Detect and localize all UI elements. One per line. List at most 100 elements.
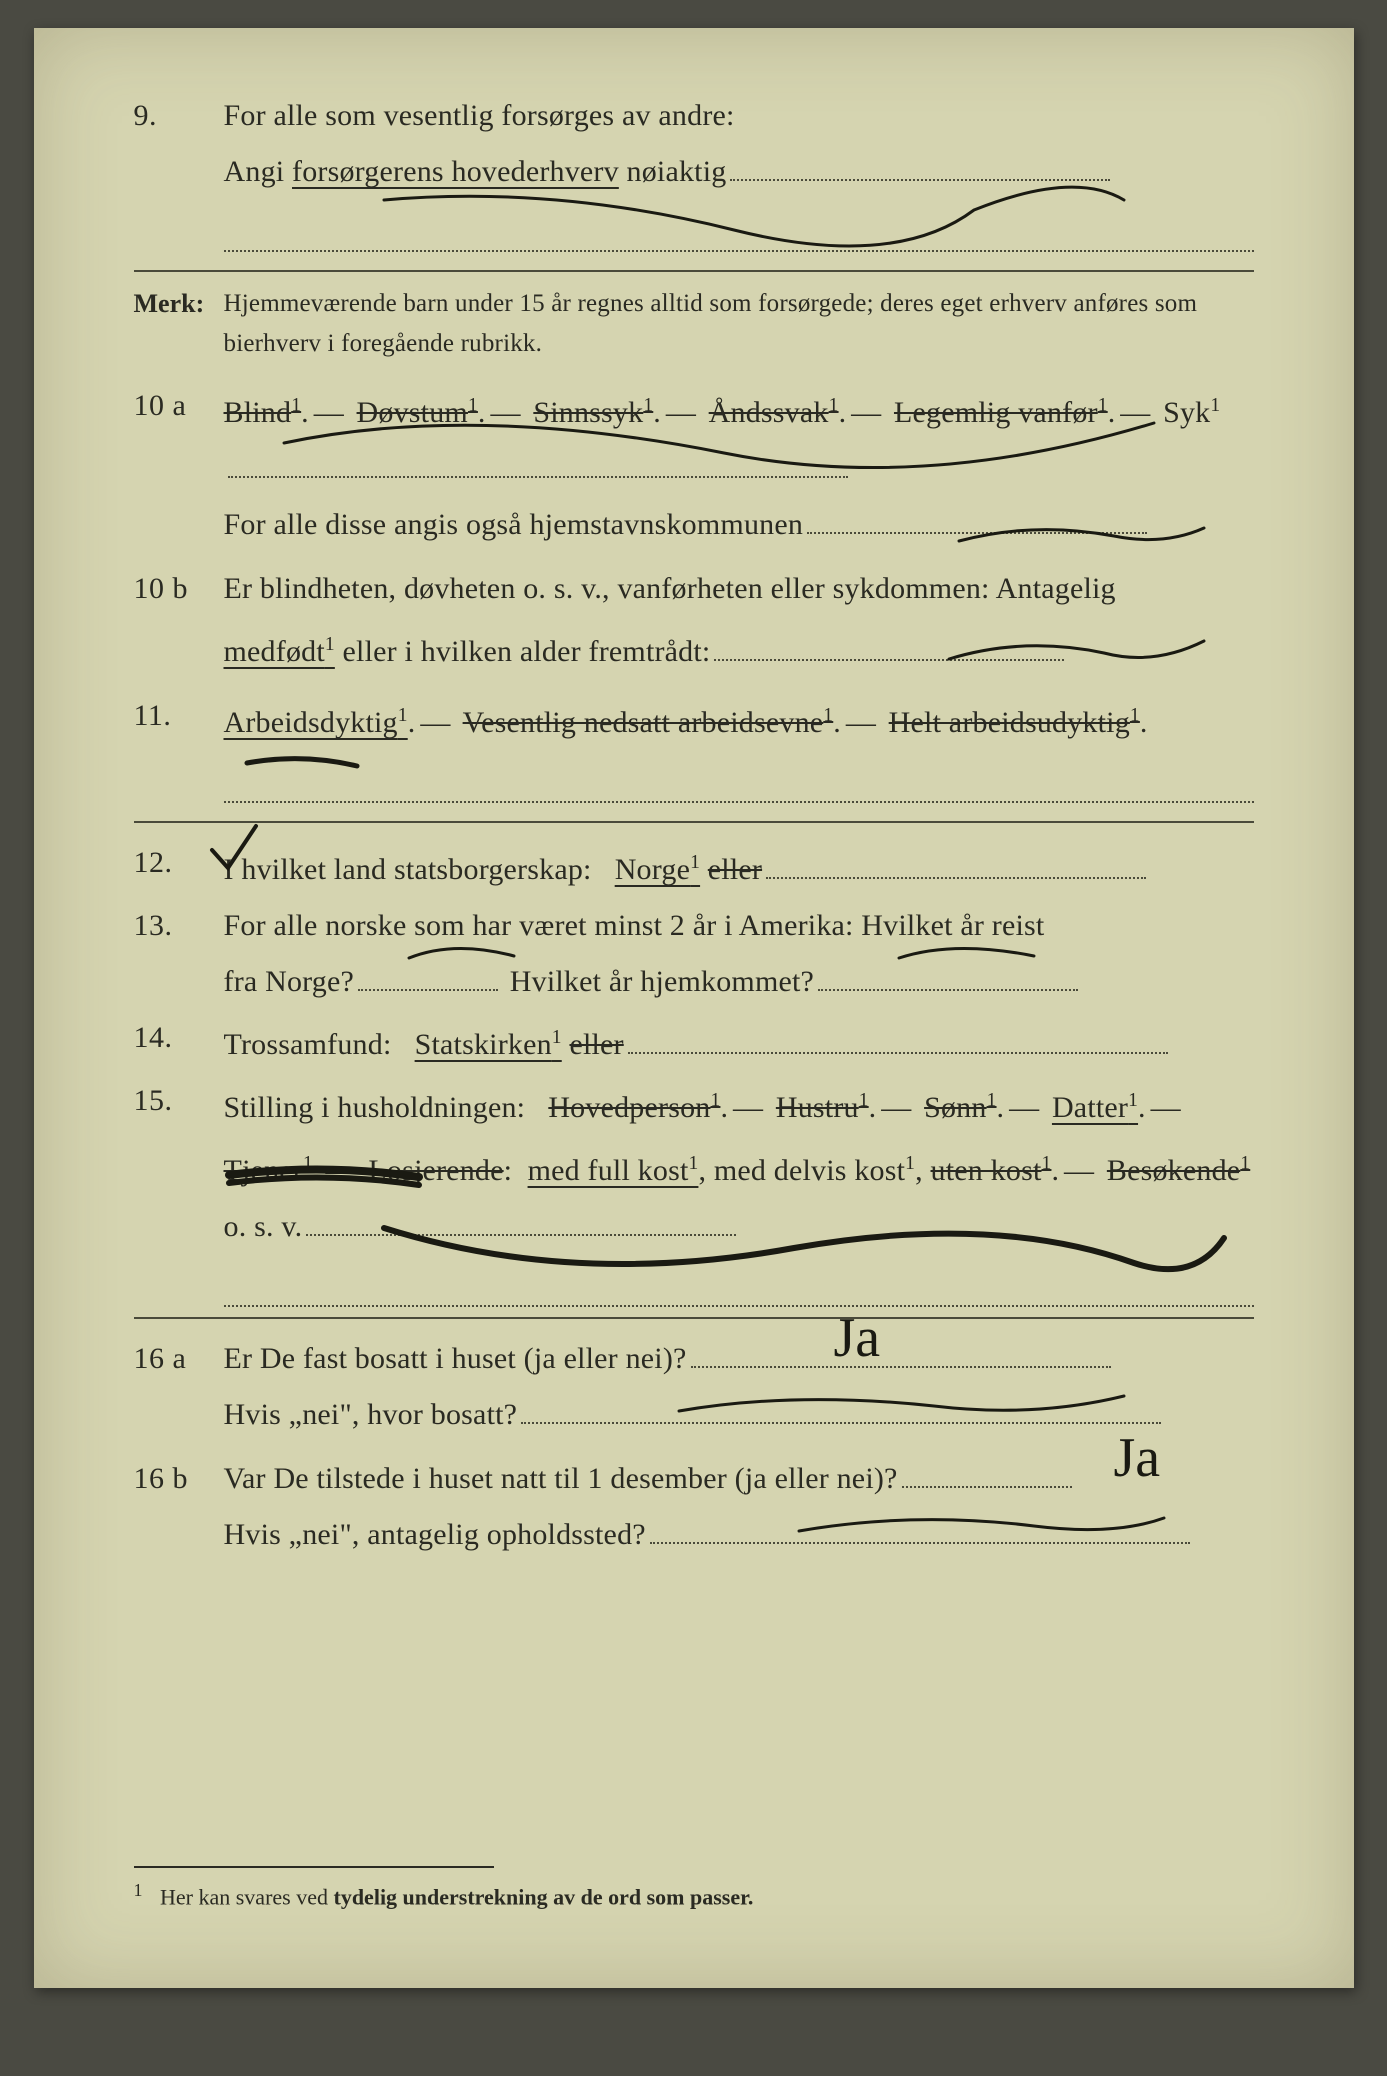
- q14-number: 14.: [134, 1010, 224, 1066]
- q16a-blank2[interactable]: [521, 1392, 1161, 1424]
- q14-blank[interactable]: [628, 1022, 1168, 1054]
- question-10a: 10 a Blind1.— Døvstum1.— Sinnssyk1.— Ånd…: [134, 378, 1254, 553]
- q15-number: 15.: [134, 1073, 224, 1129]
- question-10b: 10 b Er blindheten, døvheten o. s. v., v…: [134, 561, 1254, 680]
- q16b-answer: Ja: [1114, 1426, 1161, 1490]
- q11-opt-b: Vesentlig nedsatt arbeidsevne1: [463, 706, 834, 739]
- q10a-opt-dovstum: Døvstum1: [357, 396, 478, 429]
- q10a-opt-andssvak: Åndssvak1: [709, 396, 839, 429]
- question-14: 14. Trossamfund: Statskirken1 eller: [134, 1010, 1254, 1073]
- q10a-opt-sinnssyk: Sinnssyk1: [533, 396, 653, 429]
- q10b-text-c: eller i hvilken alder fremtrådt:: [343, 635, 711, 668]
- section-rule-1: [134, 270, 1254, 272]
- q10a-opt-blind: Blind1: [224, 396, 302, 429]
- q16a-answer-blank[interactable]: [691, 1336, 1111, 1368]
- q14-body: Trossamfund: Statskirken1 eller: [224, 1010, 1254, 1073]
- q11-number: 11.: [134, 688, 224, 744]
- q10a-opt-legemlig: Legemlig vanfør1: [894, 396, 1108, 429]
- q10a-blank2[interactable]: [807, 502, 1147, 534]
- q13-line1: For alle norske som har været minst 2 år…: [224, 909, 1045, 942]
- q11-opt-c: Helt arbeidsudyktig1: [889, 706, 1140, 739]
- q9-body: For alle som vesentlig forsørges av andr…: [224, 88, 1254, 252]
- merk-text: Hjemmeværende barn under 15 år regnes al…: [224, 284, 1254, 364]
- q16b-blank2[interactable]: [650, 1512, 1190, 1544]
- q16a-answer: Ja: [834, 1306, 881, 1370]
- q15-opt-2: Sønn1: [924, 1091, 996, 1124]
- q9-line1: For alle som vesentlig forsørges av andr…: [224, 99, 735, 132]
- q9-line2c: nøiaktig: [619, 155, 727, 188]
- question-13: 13. For alle norske som har været minst …: [134, 898, 1254, 1010]
- q12-body: I hvilket land statsborgerskap: Norge1 e…: [224, 835, 1254, 898]
- q16a-body: Er De fast bosatt i huset (ja eller nei)…: [224, 1331, 1254, 1443]
- footnote-text-a: Her kan svares ved: [160, 1884, 334, 1909]
- merk-label: Merk:: [134, 284, 224, 324]
- q10a-number: 10 a: [134, 378, 224, 434]
- q15-sub-d: Besøkende1: [1107, 1154, 1250, 1187]
- q9-blank-line[interactable]: [224, 230, 1254, 252]
- q15-sub-b: , med delvis kost1: [698, 1154, 915, 1187]
- footnote-rule: [134, 1866, 494, 1868]
- q13-blank2[interactable]: [818, 959, 1078, 991]
- q15-opt-4: Tjener1: [224, 1154, 313, 1187]
- q10a-line2: For alle disse angis også hjemstavnskomm…: [224, 508, 804, 541]
- q15-blank-line[interactable]: [224, 1285, 1254, 1307]
- q9-number: 9.: [134, 88, 224, 144]
- q10b-body: Er blindheten, døvheten o. s. v., vanfør…: [224, 561, 1254, 680]
- q9-line2b: forsørgerens hovederhverv: [292, 155, 619, 188]
- q10b-text-a: Er blindheten, døvheten o. s. v., vanfør…: [224, 572, 1116, 605]
- q15-opt-5: Losjerende: [368, 1154, 503, 1187]
- q12-opt-b: eller: [708, 853, 762, 886]
- question-11: 11. Arbeidsdyktig1.— Vesentlig nedsatt a…: [134, 688, 1254, 803]
- q15-sub-a: med full kost1: [528, 1154, 699, 1187]
- question-16a: 16 a Er De fast bosatt i huset (ja eller…: [134, 1331, 1254, 1443]
- q13-blank1[interactable]: [358, 959, 498, 991]
- question-16b: 16 b Var De tilstede i huset natt til 1 …: [134, 1451, 1254, 1563]
- q16a-number: 16 a: [134, 1331, 224, 1387]
- q15-opt-1: Hustru1: [776, 1091, 869, 1124]
- q16a-line1: Er De fast bosatt i huset (ja eller nei)…: [224, 1342, 687, 1375]
- q12-opt-a: Norge1: [615, 853, 700, 886]
- q12-blank[interactable]: [766, 847, 1146, 879]
- q16b-body: Var De tilstede i huset natt til 1 desem…: [224, 1451, 1254, 1563]
- q10b-text-b: medfødt1: [224, 635, 335, 668]
- q15-blank[interactable]: [306, 1204, 736, 1236]
- section-rule-2: [134, 821, 1254, 823]
- q13-number: 13.: [134, 898, 224, 954]
- q14-opt-a: Statskirken1: [415, 1028, 562, 1061]
- q16b-line1: Var De tilstede i huset natt til 1 desem…: [224, 1462, 898, 1495]
- q10a-opt-syk: Syk1: [1163, 396, 1220, 429]
- q9-blank[interactable]: [730, 149, 1110, 181]
- q13-line2a: fra Norge?: [224, 965, 355, 998]
- q11-body: Arbeidsdyktig1.— Vesentlig nedsatt arbei…: [224, 688, 1254, 803]
- form-content: 9. For alle som vesentlig forsørges av a…: [134, 88, 1254, 1563]
- q16b-line2: Hvis „nei", antagelig opholdssted?: [224, 1518, 646, 1551]
- q15-body: Stilling i husholdningen: Hovedperson1.—…: [224, 1073, 1254, 1307]
- q11-blank-line[interactable]: [224, 781, 1254, 803]
- q16a-line2: Hvis „nei", hvor bosatt?: [224, 1398, 518, 1431]
- q11-opt-a: Arbeidsdyktig1: [224, 706, 408, 739]
- footnote-number: 1: [134, 1880, 143, 1900]
- form-page: 9. For alle som vesentlig forsørges av a…: [34, 28, 1354, 1988]
- q15-text: Stilling i husholdningen:: [224, 1091, 526, 1124]
- q16b-number: 16 b: [134, 1451, 224, 1507]
- q14-text: Trossamfund:: [224, 1028, 392, 1061]
- question-12: 12. I hvilket land statsborgerskap: Norg…: [134, 835, 1254, 898]
- question-15: 15. Stilling i husholdningen: Hovedperso…: [134, 1073, 1254, 1307]
- q10a-blank[interactable]: [228, 446, 848, 478]
- footnote: 1 Her kan svares ved tydelig understrekn…: [134, 1880, 754, 1910]
- q15-opt-3: Datter1: [1052, 1091, 1138, 1124]
- q15-suffix: o. s. v.: [224, 1210, 303, 1243]
- q15-opt-0: Hovedperson1: [548, 1091, 720, 1124]
- q10b-number: 10 b: [134, 561, 224, 617]
- q16b-answer-blank[interactable]: [902, 1456, 1072, 1488]
- question-9: 9. For alle som vesentlig forsørges av a…: [134, 88, 1254, 252]
- footnote-text-b: tydelig understrekning av de ord som pas…: [334, 1884, 754, 1909]
- q10a-body: Blind1.— Døvstum1.— Sinnssyk1.— Åndssvak…: [224, 378, 1254, 553]
- merk-note: Merk: Hjemmeværende barn under 15 år reg…: [134, 284, 1254, 364]
- q15-sub-c: uten kost1: [931, 1154, 1052, 1187]
- q13-body: For alle norske som har været minst 2 år…: [224, 898, 1254, 1010]
- q13-line2b: Hvilket år hjemkommet?: [510, 965, 814, 998]
- q9-line2a: Angi: [224, 155, 293, 188]
- q12-number: 12.: [134, 835, 224, 891]
- q10b-blank[interactable]: [714, 629, 1064, 661]
